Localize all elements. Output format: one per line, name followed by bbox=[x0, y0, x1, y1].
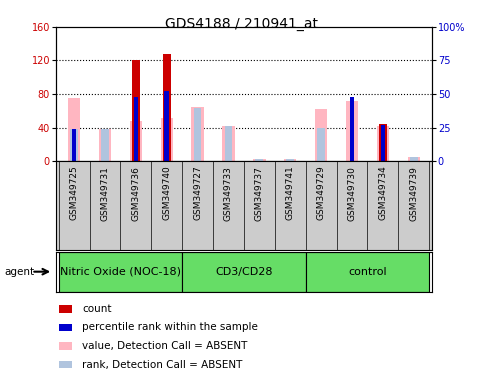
Text: GSM349725: GSM349725 bbox=[70, 166, 79, 220]
Text: control: control bbox=[348, 266, 387, 277]
Text: GSM349730: GSM349730 bbox=[347, 166, 356, 220]
Bar bbox=[133, 97, 138, 161]
Text: GSM349739: GSM349739 bbox=[409, 166, 418, 220]
Text: GSM349736: GSM349736 bbox=[131, 166, 141, 220]
Bar bbox=[164, 91, 169, 161]
Bar bbox=[284, 159, 297, 161]
Bar bbox=[315, 109, 327, 161]
Text: GSM349740: GSM349740 bbox=[162, 166, 171, 220]
Bar bbox=[132, 60, 140, 161]
Bar bbox=[59, 342, 72, 350]
Bar bbox=[160, 118, 173, 161]
Bar bbox=[59, 305, 72, 313]
Bar bbox=[182, 252, 306, 292]
Text: rank, Detection Call = ABSENT: rank, Detection Call = ABSENT bbox=[82, 359, 242, 370]
Bar bbox=[72, 129, 76, 161]
Bar bbox=[286, 159, 294, 161]
Text: percentile rank within the sample: percentile rank within the sample bbox=[82, 323, 258, 333]
Bar bbox=[222, 126, 235, 161]
Bar bbox=[225, 126, 232, 161]
Bar bbox=[68, 98, 80, 161]
Bar bbox=[59, 324, 72, 331]
Bar bbox=[346, 101, 358, 161]
Text: GDS4188 / 210941_at: GDS4188 / 210941_at bbox=[165, 17, 318, 31]
Text: GSM349741: GSM349741 bbox=[286, 166, 295, 220]
Bar bbox=[163, 54, 170, 161]
Text: agent: agent bbox=[5, 266, 35, 277]
Bar bbox=[191, 107, 204, 161]
Text: GSM349727: GSM349727 bbox=[193, 166, 202, 220]
Text: GSM349733: GSM349733 bbox=[224, 166, 233, 220]
Bar bbox=[317, 128, 325, 161]
Text: GSM349731: GSM349731 bbox=[100, 166, 110, 220]
Bar bbox=[99, 129, 111, 161]
Bar bbox=[256, 159, 263, 161]
Text: Nitric Oxide (NOC-18): Nitric Oxide (NOC-18) bbox=[60, 266, 181, 277]
Bar bbox=[70, 129, 78, 161]
Text: GSM349734: GSM349734 bbox=[378, 166, 387, 220]
Bar bbox=[350, 97, 355, 161]
Bar bbox=[253, 159, 266, 161]
Text: count: count bbox=[82, 304, 112, 314]
Bar bbox=[410, 157, 418, 161]
Bar bbox=[408, 157, 420, 161]
Text: CD3/CD28: CD3/CD28 bbox=[215, 266, 273, 277]
Bar bbox=[101, 129, 109, 161]
Bar bbox=[59, 361, 72, 368]
Text: GSM349737: GSM349737 bbox=[255, 166, 264, 220]
Bar bbox=[377, 126, 389, 161]
Bar bbox=[306, 252, 429, 292]
Text: value, Detection Call = ABSENT: value, Detection Call = ABSENT bbox=[82, 341, 247, 351]
Bar bbox=[379, 124, 387, 161]
Bar bbox=[58, 252, 182, 292]
Bar bbox=[194, 108, 201, 161]
Bar bbox=[381, 125, 385, 161]
Text: GSM349729: GSM349729 bbox=[317, 166, 326, 220]
Bar bbox=[129, 121, 142, 161]
